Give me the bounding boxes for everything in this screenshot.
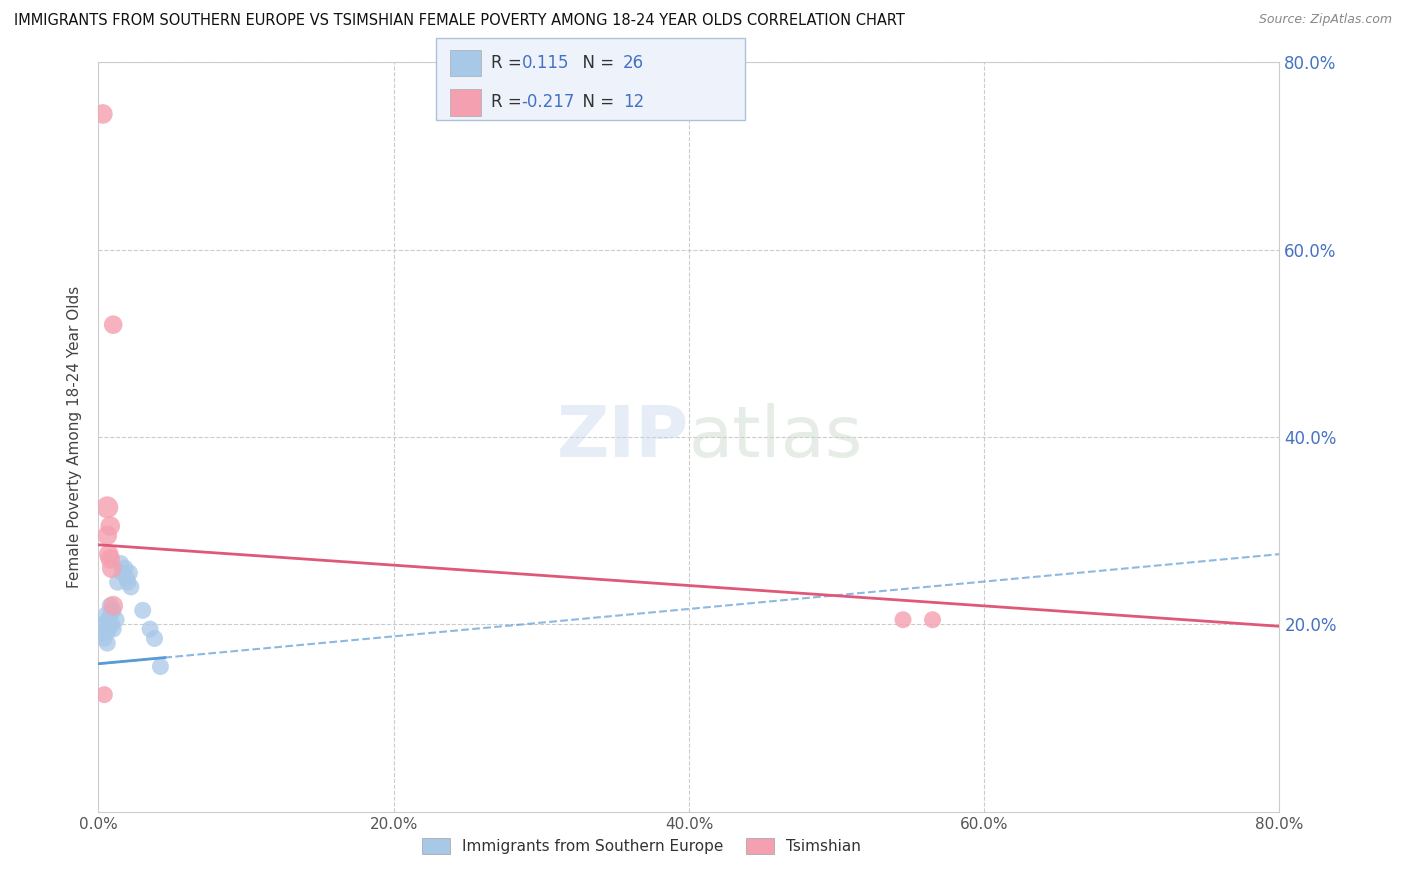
Point xyxy=(98,608,121,623)
Point xyxy=(96,528,118,542)
Text: R =: R = xyxy=(491,94,527,112)
Point xyxy=(115,571,138,585)
Point xyxy=(97,613,120,627)
Point xyxy=(93,688,115,702)
Text: -0.217: -0.217 xyxy=(522,94,575,112)
Point xyxy=(103,318,125,332)
Point xyxy=(93,632,115,646)
Point xyxy=(111,566,134,580)
Point xyxy=(100,617,122,632)
Point xyxy=(96,500,118,515)
Y-axis label: Female Poverty Among 18-24 Year Olds: Female Poverty Among 18-24 Year Olds xyxy=(67,286,83,588)
Point xyxy=(103,599,125,613)
Text: atlas: atlas xyxy=(689,402,863,472)
Text: 0.115: 0.115 xyxy=(522,54,569,72)
Point xyxy=(114,561,136,575)
Point xyxy=(98,599,121,613)
Point xyxy=(94,617,117,632)
Point xyxy=(91,622,114,636)
Point xyxy=(921,613,943,627)
Text: N =: N = xyxy=(572,94,620,112)
Point xyxy=(139,622,162,636)
Point xyxy=(105,613,128,627)
Point xyxy=(143,632,166,646)
Point xyxy=(107,575,129,590)
Legend: Immigrants from Southern Europe, Tsimshian: Immigrants from Southern Europe, Tsimshi… xyxy=(416,832,868,860)
Point xyxy=(97,547,120,561)
Text: 26: 26 xyxy=(623,54,644,72)
Point xyxy=(97,622,120,636)
Point xyxy=(120,580,142,594)
Point xyxy=(110,557,132,571)
Point xyxy=(149,659,172,673)
Point xyxy=(96,622,118,636)
Point xyxy=(118,566,141,580)
Point xyxy=(132,603,155,617)
Text: ZIP: ZIP xyxy=(557,402,689,472)
Point xyxy=(103,622,125,636)
Point xyxy=(891,613,914,627)
Point xyxy=(103,603,125,617)
Point xyxy=(91,107,114,121)
Text: Source: ZipAtlas.com: Source: ZipAtlas.com xyxy=(1258,13,1392,27)
Point xyxy=(96,636,118,650)
Point xyxy=(100,561,122,575)
Text: IMMIGRANTS FROM SOUTHERN EUROPE VS TSIMSHIAN FEMALE POVERTY AMONG 18-24 YEAR OLD: IMMIGRANTS FROM SOUTHERN EUROPE VS TSIMS… xyxy=(14,13,905,29)
Point xyxy=(98,519,121,533)
Text: R =: R = xyxy=(491,54,527,72)
Text: N =: N = xyxy=(572,54,620,72)
Text: 12: 12 xyxy=(623,94,644,112)
Point xyxy=(94,608,117,623)
Point xyxy=(117,575,139,590)
Point xyxy=(98,551,121,566)
